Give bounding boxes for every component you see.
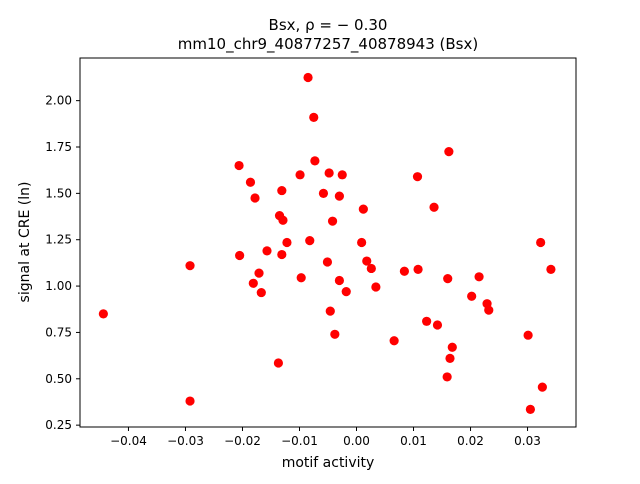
- data-point-50: [442, 372, 452, 382]
- data-point-58: [537, 382, 547, 392]
- data-point-27: [325, 306, 335, 316]
- y-tick-label: 1.50: [45, 186, 72, 200]
- data-point-21: [305, 236, 315, 246]
- data-point-39: [389, 336, 399, 346]
- data-point-23: [310, 156, 320, 166]
- data-point-42: [413, 264, 423, 274]
- data-point-36: [362, 256, 372, 266]
- data-point-59: [546, 264, 556, 274]
- data-point-28: [327, 216, 338, 226]
- data-point-56: [525, 404, 535, 414]
- y-tick-label: 1.00: [45, 279, 72, 293]
- data-point-8: [250, 193, 260, 203]
- data-point-43: [422, 316, 432, 326]
- y-tick-label: 1.25: [45, 233, 72, 247]
- plot-frame: [79, 57, 577, 428]
- data-point-7: [248, 278, 258, 288]
- data-point-25: [322, 257, 333, 267]
- data-point-2: [185, 261, 195, 271]
- data-point-54: [484, 305, 494, 315]
- data-point-35: [358, 204, 368, 214]
- data-points: [98, 72, 556, 414]
- data-point-52: [474, 272, 484, 282]
- data-point-33: [341, 287, 351, 297]
- data-point-24: [318, 188, 329, 198]
- data-point-46: [443, 274, 453, 284]
- y-tick-label: 0.75: [45, 325, 72, 339]
- x-axis-ticks: −0.04 −0.03 −0.02 −0.01 0.00 0.01 0.02 0.03: [110, 427, 541, 448]
- data-point-4: [234, 160, 244, 171]
- data-point-48: [445, 353, 455, 363]
- data-point-38: [371, 282, 381, 292]
- y-tick-label: 0.50: [45, 372, 72, 386]
- data-point-32: [337, 170, 347, 180]
- data-point-15: [277, 249, 287, 260]
- data-point-14: [277, 185, 287, 196]
- data-point-37: [366, 263, 376, 274]
- x-tick-label: −0.01: [281, 434, 318, 448]
- data-point-49: [447, 342, 457, 352]
- data-point-29: [330, 329, 340, 339]
- data-point-26: [324, 168, 334, 178]
- data-point-16: [278, 215, 288, 225]
- data-point-47: [444, 147, 454, 157]
- x-tick-label: 0.01: [400, 434, 427, 448]
- chart-title-line1: Bsx, ρ = − 0.30: [269, 16, 388, 34]
- data-point-30: [334, 191, 344, 201]
- x-tick-label: −0.04: [110, 434, 147, 448]
- data-point-41: [412, 172, 423, 182]
- x-tick-label: 0.02: [457, 434, 484, 448]
- data-point-5: [235, 250, 245, 261]
- data-point-6: [245, 177, 256, 187]
- data-point-17: [282, 237, 292, 248]
- data-point-19: [296, 273, 306, 283]
- data-point-44: [429, 202, 439, 212]
- data-point-10: [256, 287, 266, 298]
- y-tick-label: 2.00: [45, 94, 72, 108]
- data-point-22: [309, 112, 319, 122]
- data-point-57: [536, 237, 546, 248]
- data-point-3: [185, 396, 195, 406]
- data-point-40: [399, 266, 409, 276]
- data-point-31: [334, 275, 344, 286]
- data-point-34: [357, 237, 367, 248]
- x-tick-label: −0.03: [167, 434, 204, 448]
- data-point-55: [523, 330, 533, 340]
- data-point-11: [262, 246, 272, 256]
- data-point-9: [254, 268, 264, 278]
- y-axis-label: signal at CRE (ln): [17, 182, 33, 303]
- data-point-1: [98, 309, 108, 319]
- x-tick-label: 0.03: [514, 434, 541, 448]
- data-point-45: [432, 320, 443, 330]
- data-point-20: [303, 72, 313, 83]
- data-point-18: [295, 170, 305, 180]
- data-point-51: [467, 291, 477, 301]
- y-tick-label: 1.75: [45, 140, 72, 154]
- y-axis-ticks: 0.25 0.50 0.75 1.00 1.25 1.50 1.75 2.00: [45, 94, 80, 432]
- y-tick-label: 0.25: [45, 418, 72, 432]
- x-axis-label: motif activity: [282, 455, 375, 471]
- chart-title-line2: mm10_chr9_40877257_40878943 (Bsx): [178, 35, 478, 54]
- x-tick-label: −0.02: [224, 434, 261, 448]
- data-point-12: [273, 358, 283, 368]
- x-tick-label: 0.00: [343, 434, 370, 448]
